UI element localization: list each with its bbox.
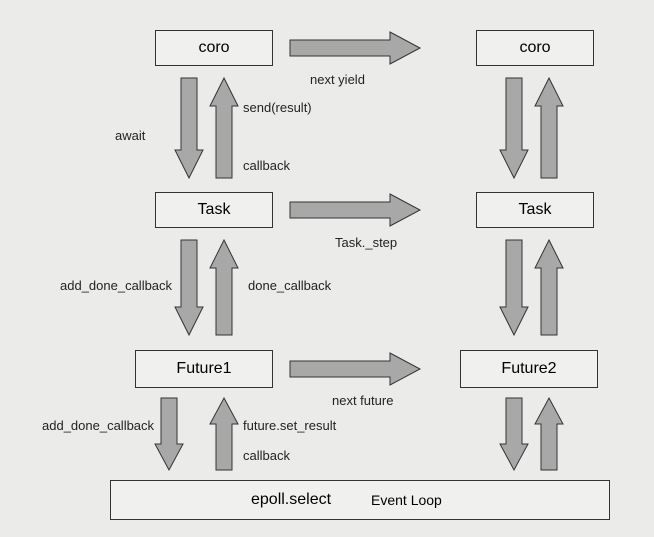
label-add-done-cb2: add_done_callback — [42, 418, 154, 433]
node-label: Future1 — [176, 360, 231, 378]
diagram-canvas: coro coro Task Task Future1 Future2 epol… — [0, 0, 654, 537]
label-done-callback: done_callback — [248, 278, 331, 293]
arrow-next-future — [290, 350, 420, 388]
arrow-future2-evloop-down — [500, 398, 528, 470]
node-task1: Task — [155, 192, 273, 228]
arrow-coro1-task1-down — [175, 78, 203, 178]
node-label: coro — [198, 39, 229, 57]
arrow-task1-coro1-up — [210, 78, 238, 178]
eventloop-label: Event Loop — [371, 492, 442, 508]
arrow-next-yield — [290, 30, 420, 66]
node-eventloop: epoll.select Event Loop — [110, 480, 610, 520]
node-future1: Future1 — [135, 350, 273, 388]
label-future-set-result: future.set_result — [243, 418, 336, 433]
node-coro2: coro — [476, 30, 594, 66]
eventloop-sublabel: epoll.select — [251, 491, 331, 509]
arrow-task1-future1-down — [175, 240, 203, 335]
node-coro1: coro — [155, 30, 273, 66]
label-next-yield: next yield — [310, 72, 365, 87]
node-label: coro — [519, 39, 550, 57]
arrow-coro2-task2-down — [500, 78, 528, 178]
label-send-result: send(result) — [243, 100, 312, 115]
node-label: Future2 — [501, 360, 556, 378]
label-add-done-cb1: add_done_callback — [60, 278, 172, 293]
node-label: Task — [198, 201, 231, 219]
arrow-task2-future2-down — [500, 240, 528, 335]
arrow-future1-task1-up — [210, 240, 238, 335]
label-next-future: next future — [332, 393, 393, 408]
arrow-future2-task2-up — [535, 240, 563, 335]
node-task2: Task — [476, 192, 594, 228]
node-future2: Future2 — [460, 350, 598, 388]
arrow-future1-evloop-down — [155, 398, 183, 470]
node-label: Task — [519, 201, 552, 219]
arrow-task2-coro2-up — [535, 78, 563, 178]
label-task-step: Task._step — [335, 235, 397, 250]
arrow-evloop-future2-up — [535, 398, 563, 470]
label-callback1: callback — [243, 158, 290, 173]
arrow-task-step — [290, 192, 420, 228]
label-callback2: callback — [243, 448, 290, 463]
label-await: await — [115, 128, 145, 143]
arrow-evloop-future1-up — [210, 398, 238, 470]
